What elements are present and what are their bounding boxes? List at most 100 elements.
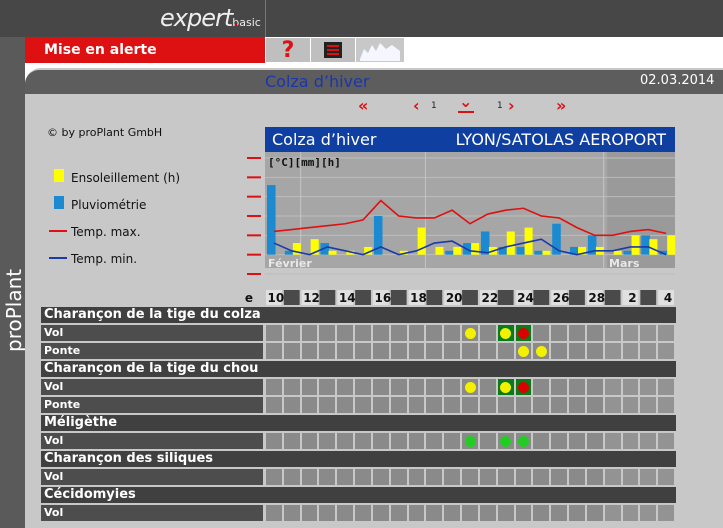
date-tick-label: 28 <box>588 291 605 305</box>
nav-prev-button[interactable]: ‹ <box>413 96 420 115</box>
nav-current-underline <box>458 111 474 113</box>
nav-next-number: 1 <box>497 101 503 111</box>
rain-bar <box>445 250 454 255</box>
date-label: Date <box>245 291 253 305</box>
sunshine-bar <box>417 227 426 255</box>
date-tick-label: 4 <box>664 291 672 305</box>
current-date: 02.03.2014 <box>640 73 715 88</box>
legend-sunshine: Ensoleillement (h) <box>71 171 181 185</box>
legend-swatch-rain <box>54 196 64 209</box>
date-tick-label: 2 <box>628 291 636 305</box>
nav-prev-number: 1 <box>431 101 437 111</box>
sunshine-bar <box>328 250 337 255</box>
rain-bar <box>498 246 508 255</box>
date-cell <box>569 290 585 305</box>
legend-tmin: Temp. min. <box>71 252 138 266</box>
date-tick-label: 18 <box>410 291 427 305</box>
sunshine-bar <box>399 250 408 255</box>
rain-bar <box>552 223 561 255</box>
date-cell <box>551 290 568 305</box>
sunshine-bar <box>435 246 444 255</box>
date-cell <box>301 290 318 305</box>
date-cell <box>479 290 496 305</box>
rain-bar <box>480 231 490 255</box>
chart-station: LYON/SATOLAS AEROPORT <box>455 130 666 149</box>
date-tick-label: 24 <box>517 291 534 305</box>
rain-bar <box>284 250 294 255</box>
help-icon: ? <box>281 37 295 63</box>
sunshine-bar <box>471 243 480 255</box>
temp-min-line <box>273 238 667 256</box>
date-cell <box>319 290 336 305</box>
rain-bar <box>534 250 543 255</box>
date-cell <box>444 290 461 305</box>
chart-crop: Colza d’hiver <box>272 130 377 149</box>
date-cell <box>497 290 514 305</box>
date-cell <box>337 290 354 305</box>
map-icon <box>360 43 400 61</box>
sunshine-bar <box>346 250 355 255</box>
date-tick-label: 10 <box>268 291 285 305</box>
brand-area <box>25 0 266 37</box>
rain-bar <box>570 246 579 255</box>
sunshine-bar <box>542 250 551 255</box>
sunshine-bar <box>613 250 622 255</box>
date-cell <box>533 290 550 305</box>
date-cell <box>604 290 621 305</box>
nav-current-button[interactable]: ⌄ <box>459 92 473 111</box>
rain-bar <box>267 185 276 255</box>
copyright: © by proPlant GmbH <box>47 126 163 139</box>
chart-header: Colza d’hiver LYON/SATOLAS AEROPORT <box>265 127 675 152</box>
date-tick-label: 26 <box>553 291 570 305</box>
logo-sub: basic <box>232 16 261 29</box>
nav-next-button[interactable]: › <box>508 96 515 115</box>
date-cell <box>640 290 657 305</box>
date-tick-label: 20 <box>446 291 463 305</box>
logo-dot: . <box>232 4 240 32</box>
weather-chart: 2520151050-5[°C][mm][h]FévrierMarsDate10… <box>245 152 676 305</box>
sunshine-bar <box>524 227 533 255</box>
sunshine-bar <box>364 246 373 255</box>
date-cell <box>658 290 674 305</box>
help-button[interactable]: ? <box>266 37 311 63</box>
map-button[interactable] <box>356 38 405 62</box>
date-cell <box>515 290 532 305</box>
date-tick-label: 22 <box>481 291 498 305</box>
rain-bar <box>623 250 633 255</box>
date-cell <box>390 290 407 305</box>
nav-first-button[interactable]: « <box>358 96 369 115</box>
sunshine-bar <box>631 235 640 255</box>
date-cell <box>622 290 639 305</box>
legend: Ensoleillement (h) Pluviométrie Temp. ma… <box>47 166 237 276</box>
sidebar-top <box>0 0 25 37</box>
date-cell <box>372 290 389 305</box>
sunshine-bar <box>310 239 319 255</box>
logo: expert. basic <box>160 4 261 32</box>
chart-plot-shade <box>607 152 675 268</box>
date-cell <box>426 290 443 305</box>
alert-label: Mise en alerte <box>44 42 157 58</box>
date-cell <box>462 290 478 305</box>
month-label: Février <box>268 257 312 270</box>
legend-rain: Pluviométrie <box>71 198 147 212</box>
date-cell <box>408 290 425 305</box>
rain-bar <box>641 235 650 255</box>
page-title: Colza d’hiver <box>265 72 370 91</box>
date-tick-label: 12 <box>303 291 320 305</box>
title-bar <box>25 70 723 94</box>
date-tick-label: 16 <box>375 291 392 305</box>
temp-max-line <box>273 199 667 237</box>
rain-bar <box>587 235 597 255</box>
unit-label: [°C][mm][h] <box>268 156 341 169</box>
sunshine-bar <box>667 235 676 255</box>
month-label: Mars <box>609 257 640 270</box>
date-cell <box>266 290 282 305</box>
alert-tab[interactable]: Mise en alerte <box>25 37 265 63</box>
legend-line-tmax <box>49 230 67 232</box>
sunshine-bar <box>578 246 587 255</box>
print-button[interactable] <box>311 38 356 62</box>
printer-icon <box>324 42 342 58</box>
date-cell <box>283 290 300 305</box>
nav-last-button[interactable]: » <box>556 96 567 115</box>
legend-tmax: Temp. max. <box>71 225 141 239</box>
